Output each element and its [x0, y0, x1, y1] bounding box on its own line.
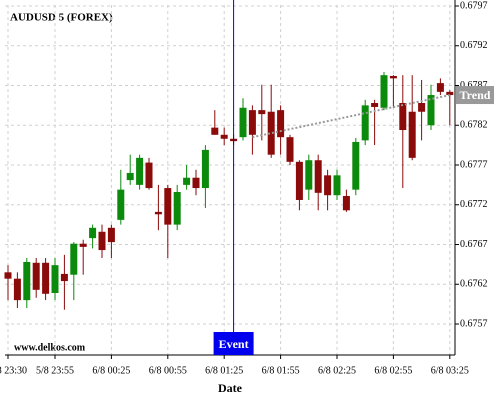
candle-body: [126, 172, 134, 181]
x-tick-label: 6/8 01:25: [205, 365, 243, 376]
candle-body: [154, 211, 162, 215]
candle-body: [352, 141, 360, 190]
x-tick-label: 6/8 01:55: [262, 365, 300, 376]
candle-body: [446, 91, 454, 96]
candle-body: [286, 137, 294, 162]
candle-body: [324, 175, 332, 196]
candle-body: [183, 177, 191, 185]
candle-body: [23, 261, 31, 301]
x-tick-label: 6/8 00:55: [149, 365, 187, 376]
y-tick-label: 0.6772: [460, 199, 488, 210]
x-tick-label: 6/8 03:25: [431, 365, 469, 376]
candle-body: [70, 243, 78, 275]
x-tick-label: 6/8 00:25: [92, 365, 130, 376]
candle-body: [418, 102, 426, 112]
y-tick-label: 0.6797: [460, 0, 488, 11]
candle-body: [60, 273, 68, 282]
chart-title: AUDUSD 5 (FOREX): [10, 12, 113, 24]
x-tick-label: 6/8 02:55: [374, 365, 412, 376]
candle-body: [79, 243, 87, 247]
x-axis-label: Date: [218, 381, 243, 395]
candle-body: [408, 111, 416, 158]
y-tick-label: 0.6782: [460, 120, 488, 131]
candle-body: [4, 272, 12, 279]
candle-body: [361, 105, 369, 141]
candle-body: [13, 278, 21, 301]
candle-body: [258, 110, 266, 115]
candle-body: [427, 95, 435, 126]
trend-label-box: [456, 86, 494, 105]
candle-body: [201, 149, 209, 189]
candle-body: [389, 75, 397, 79]
candle-body: [220, 134, 228, 139]
y-tick-label: 0.6777: [460, 159, 488, 170]
candle-body: [173, 192, 181, 225]
candle-body: [248, 110, 256, 135]
candle-body: [267, 111, 275, 155]
x-tick-label: 5/8 23:55: [36, 365, 74, 376]
candle-body: [342, 196, 350, 211]
candle-body: [371, 102, 379, 107]
x-tick-label: 6/8 02:25: [318, 365, 356, 376]
y-tick-label: 0.6762: [460, 279, 488, 290]
candle-body: [192, 177, 200, 189]
candle-body: [305, 160, 313, 190]
candle-body: [51, 265, 59, 293]
candle-body: [98, 231, 106, 251]
candle-body: [239, 107, 247, 138]
candle-body: [117, 189, 125, 220]
y-tick-label: 0.6787: [460, 80, 488, 91]
candle-body: [136, 157, 144, 185]
candle-body: [436, 83, 444, 92]
event-label: Event: [219, 337, 249, 351]
candle-body: [107, 227, 115, 243]
candle-body: [314, 160, 322, 193]
event-label-box: [213, 332, 254, 355]
candle-body: [145, 162, 153, 189]
trend-line: [252, 94, 451, 139]
candle-body: [380, 75, 388, 108]
trend-label: Trend: [460, 88, 491, 102]
y-tick-label: 0.6767: [460, 239, 488, 250]
candle-body: [277, 110, 285, 138]
candle-body: [295, 161, 303, 200]
y-tick-label: 0.6792: [460, 40, 488, 51]
candle-body: [164, 188, 172, 225]
candle-body: [211, 127, 219, 135]
candle-body: [32, 262, 40, 290]
watermark: www.delkos.com: [14, 342, 86, 353]
candle-body: [399, 102, 407, 131]
y-tick-label: 0.6757: [460, 318, 488, 329]
candle-body: [42, 262, 50, 294]
x-tick-label: 5/8 23:30: [0, 365, 27, 376]
candle-body: [333, 175, 341, 196]
candle-body: [89, 227, 97, 239]
